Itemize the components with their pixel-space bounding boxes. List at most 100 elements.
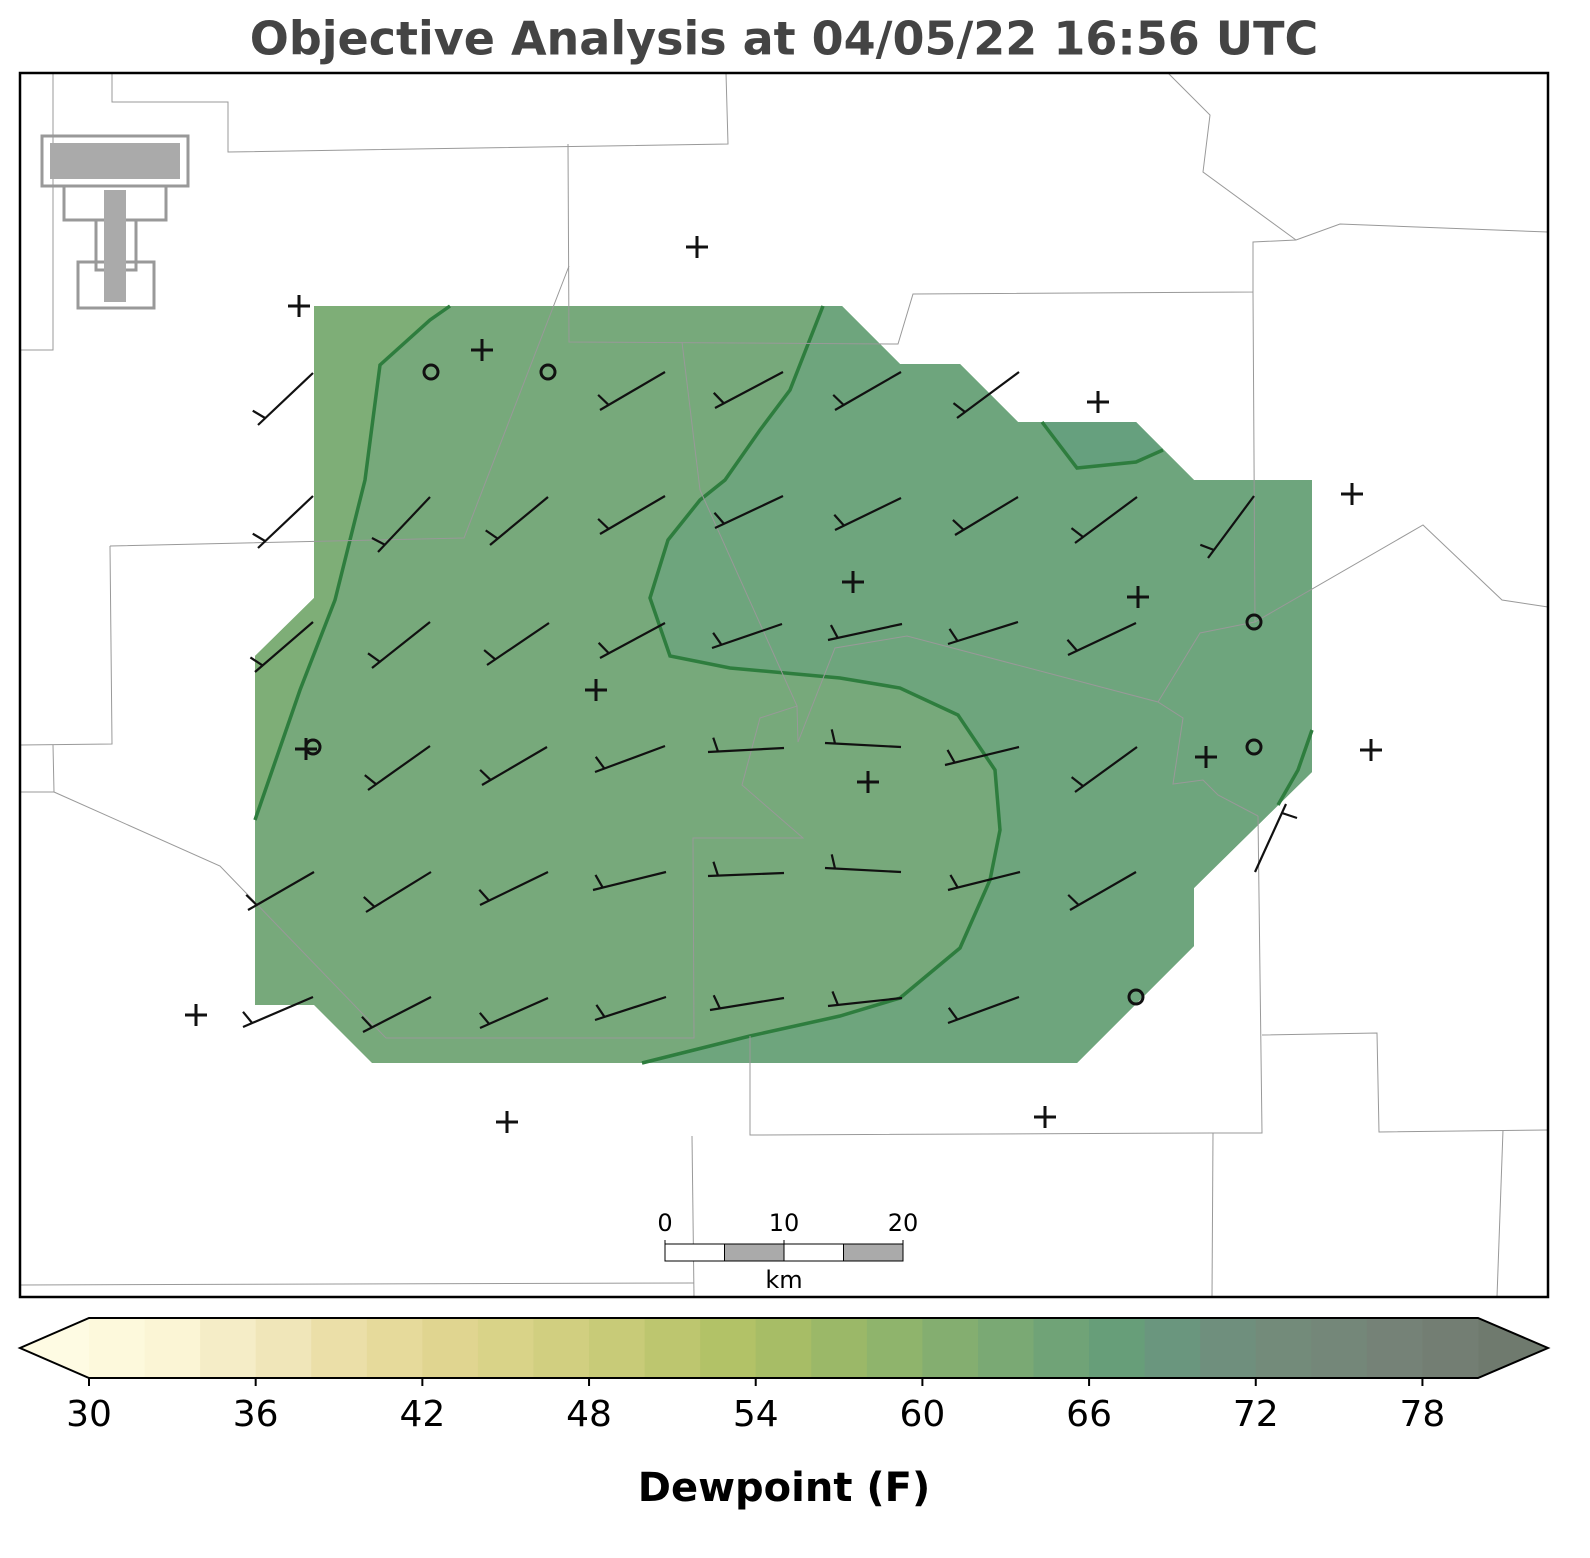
colorbar-bin: [311, 1318, 368, 1378]
calm-station: [1245, 738, 1263, 756]
wind-barb-flag: [594, 756, 606, 770]
station: [686, 236, 708, 258]
wind-barb-flag: [242, 1011, 254, 1024]
scale-segment: [724, 1243, 785, 1262]
border: [681, 341, 798, 707]
border: [111, 72, 729, 153]
wind-barb: [599, 371, 666, 411]
wind-barb: [707, 746, 785, 754]
wind-barb: [242, 995, 314, 1029]
colorbar-bin: [144, 1318, 201, 1378]
colorbar-bin: [366, 1318, 423, 1378]
colorbar-bin: [1422, 1318, 1479, 1378]
wind-barb-flag: [1199, 543, 1215, 551]
wind-barb: [714, 495, 784, 529]
wind-barb: [1253, 803, 1288, 873]
wind-barb-flag: [594, 874, 604, 889]
station: [842, 571, 864, 593]
wind-barb-flag: [597, 642, 610, 655]
wind-barb: [707, 871, 785, 878]
wind-barb: [827, 622, 903, 642]
wind-barb-flag: [947, 1007, 959, 1021]
station: [185, 1004, 207, 1026]
wind-barb-flag: [829, 624, 839, 639]
field-high: [642, 306, 1312, 1063]
colorbar-bin: [533, 1318, 590, 1378]
wind-barb-flag: [712, 632, 723, 646]
colorbar-bin: [255, 1318, 312, 1378]
wind-barb-flag: [597, 518, 610, 530]
wind-barb: [824, 741, 902, 749]
field-low: [255, 306, 450, 820]
wind-barb-flag: [252, 409, 266, 420]
wind-barb-flag: [1070, 527, 1084, 538]
wind-barb: [954, 496, 1019, 536]
colorbar-label: Dewpoint (F): [638, 1465, 931, 1511]
wind-barb-flag: [946, 749, 956, 764]
wind-barb: [489, 496, 549, 546]
calm-station: [539, 363, 557, 381]
station: [1087, 391, 1109, 413]
scale-segment: [843, 1243, 904, 1262]
colorbar-under: [20, 1318, 89, 1378]
wind-barb-flag: [948, 628, 959, 642]
wind-barb: [362, 996, 432, 1033]
border: [19, 1282, 695, 1286]
contours: [253, 304, 1314, 1065]
wind-barb-flag: [483, 649, 496, 661]
scale-label: 10: [769, 1209, 800, 1237]
wind-barb: [711, 622, 783, 650]
station: [1034, 1106, 1056, 1128]
wind-barb: [1207, 495, 1255, 559]
wind-barb-flag: [245, 894, 258, 906]
wind-barb: [599, 495, 666, 535]
colorbar-tick-label: 72: [1233, 1394, 1279, 1435]
colorbar-bin: [200, 1318, 257, 1378]
station: [1360, 739, 1382, 761]
wind-barb: [592, 870, 667, 892]
station: [1341, 483, 1363, 505]
colorbar-bin: [477, 1318, 534, 1378]
logo-core: [104, 190, 126, 302]
wind-barb: [486, 622, 550, 666]
map-frame: [18, 71, 1550, 1299]
wind-barb: [257, 372, 314, 426]
wind-barb: [947, 870, 1021, 892]
colorbar-tick-label: 60: [899, 1394, 945, 1435]
border: [1496, 1129, 1504, 1298]
colorbar-bin: [977, 1318, 1035, 1378]
wind-barb-flag: [361, 1016, 373, 1029]
colorbar-bin: [1089, 1318, 1146, 1378]
scale-label: 20: [888, 1209, 919, 1237]
wind-barb-flag: [363, 896, 376, 908]
colorbar-outline: [17, 1317, 1551, 1379]
wind-barb: [594, 995, 667, 1022]
colorbar-bin: [1144, 1318, 1201, 1378]
scale-bar: 0 10 20 km: [657, 1209, 918, 1294]
colorbar-tick-label: 42: [399, 1394, 445, 1435]
colorbar-bin: [1311, 1318, 1368, 1378]
wind-barb: [1281, 811, 1298, 820]
wind-barb: [254, 621, 314, 673]
wind-barb-flag: [364, 774, 377, 786]
station: [295, 738, 317, 760]
colorbar-bin: [811, 1318, 868, 1378]
wind-barb: [944, 745, 1020, 767]
colorbar-tick-label: 48: [566, 1394, 612, 1435]
wind-barb-flag: [371, 537, 386, 546]
wind-barb: [1067, 622, 1137, 656]
colorbar-bin: [89, 1318, 146, 1378]
wind-barb: [479, 871, 549, 906]
wind-barb-flag: [712, 861, 720, 876]
wind-barb-flag: [712, 392, 725, 405]
wind-barb: [481, 746, 548, 786]
wind-barb: [834, 497, 902, 531]
wind-barb-flag: [597, 394, 610, 406]
station: [857, 771, 879, 793]
wind-barb: [714, 371, 784, 409]
county-lines: [19, 72, 1549, 1298]
wind-barb-flag: [1070, 776, 1084, 787]
logo: [40, 134, 190, 310]
wind-barb-flag: [249, 656, 264, 667]
